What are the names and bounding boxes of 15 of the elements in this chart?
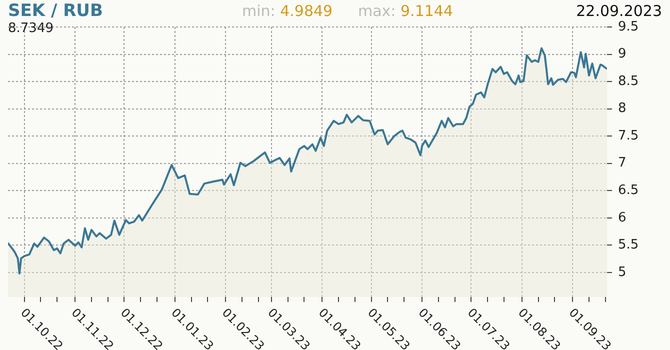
y-tick-label: 6.5 — [618, 183, 639, 198]
y-tick-label: 9 — [618, 46, 626, 62]
text: min: 4.9849 — [242, 2, 333, 20]
y-tick-label: 5.5 — [618, 238, 639, 253]
y-tick-label: 7.5 — [618, 128, 639, 144]
y-tick-label: 7 — [618, 156, 626, 171]
text: 22.09.2023 — [576, 2, 662, 20]
y-tick-label: 9.5 — [618, 19, 639, 34]
y-tick-label: 8.5 — [618, 74, 639, 89]
y-tick-label: 8 — [618, 101, 626, 116]
text: max: 9.1144 — [358, 2, 454, 20]
y-tick-label: 6 — [618, 210, 626, 226]
chart-title: SEK / RUB — [8, 1, 103, 21]
annotation: 8.7349 — [8, 21, 54, 36]
y-tick-label: 5 — [618, 264, 626, 280]
